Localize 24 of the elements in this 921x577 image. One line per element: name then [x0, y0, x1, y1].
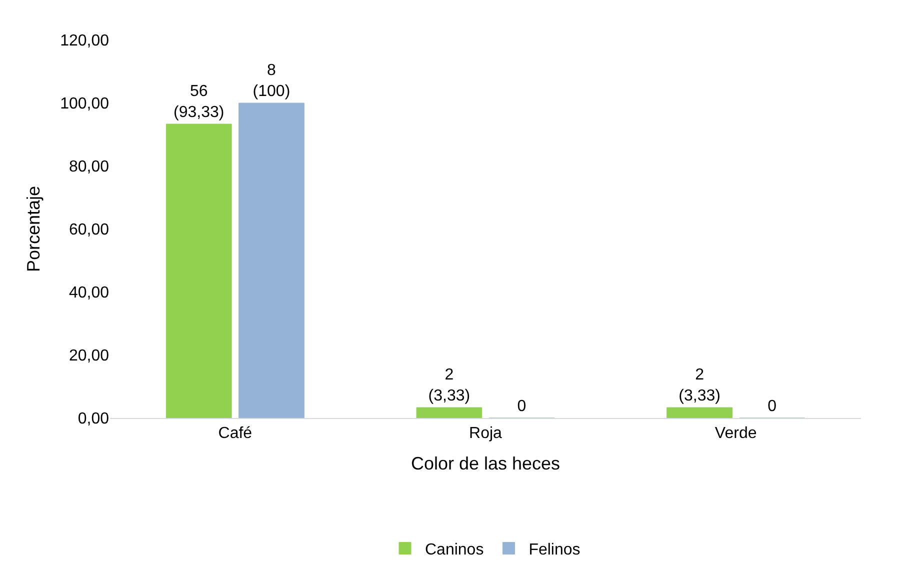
- y-tick-label: 40,00: [68, 284, 110, 302]
- data-label: 56 (93,33): [174, 83, 224, 122]
- y-tick-label: 20,00: [68, 348, 110, 365]
- data-label: 0: [517, 398, 526, 415]
- data-label: 0: [768, 398, 777, 415]
- x-tick-label: Roja: [469, 425, 502, 442]
- y-axis-title: Porcentaje: [23, 186, 44, 272]
- legend-label: Felinos: [528, 542, 580, 559]
- bar: [166, 124, 232, 418]
- data-label: 2 (3,33): [428, 366, 470, 405]
- y-tick-label: 60,00: [68, 222, 110, 239]
- bar: [666, 407, 732, 418]
- data-label: 8 (100): [252, 62, 290, 100]
- y-tick-label: 100,00: [60, 96, 110, 113]
- y-tick-label: 0,00: [78, 410, 110, 428]
- legend-label: Caninos: [425, 542, 484, 559]
- data-label: 2 (3,33): [678, 366, 720, 405]
- x-axis-title: Color de las heces: [410, 453, 560, 474]
- y-tick-label: 80,00: [68, 158, 110, 176]
- y-tick-label: 120,00: [60, 32, 110, 50]
- bar: [416, 407, 482, 418]
- bar: [238, 102, 304, 418]
- x-tick-label: Café: [218, 425, 252, 442]
- x-tick-label: Verde: [714, 425, 757, 442]
